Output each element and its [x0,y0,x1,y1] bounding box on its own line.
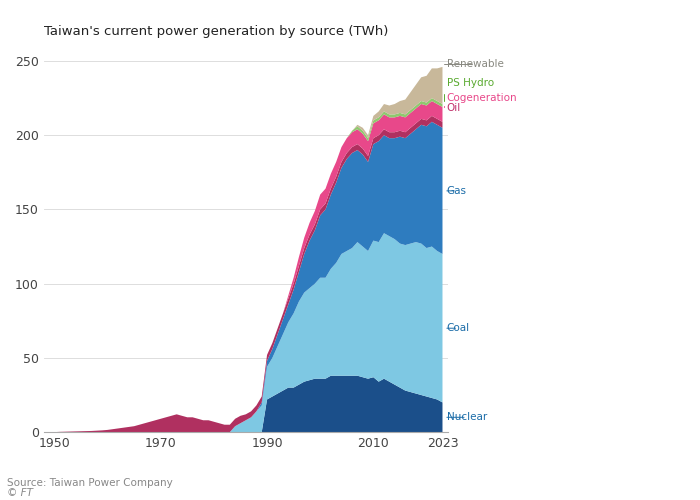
Text: PS Hydro: PS Hydro [444,78,494,101]
Text: Gas: Gas [447,186,467,196]
Text: Oil: Oil [444,104,461,119]
Text: Taiwan's current power generation by source (TWh): Taiwan's current power generation by sou… [43,25,388,38]
Text: Coal: Coal [447,323,470,333]
Text: Cogeneration: Cogeneration [444,93,517,107]
Text: © FT: © FT [7,488,33,498]
Text: Source: Taiwan Power Company: Source: Taiwan Power Company [7,478,173,488]
Text: Nuclear: Nuclear [447,412,487,422]
Text: Renewable: Renewable [444,59,503,69]
